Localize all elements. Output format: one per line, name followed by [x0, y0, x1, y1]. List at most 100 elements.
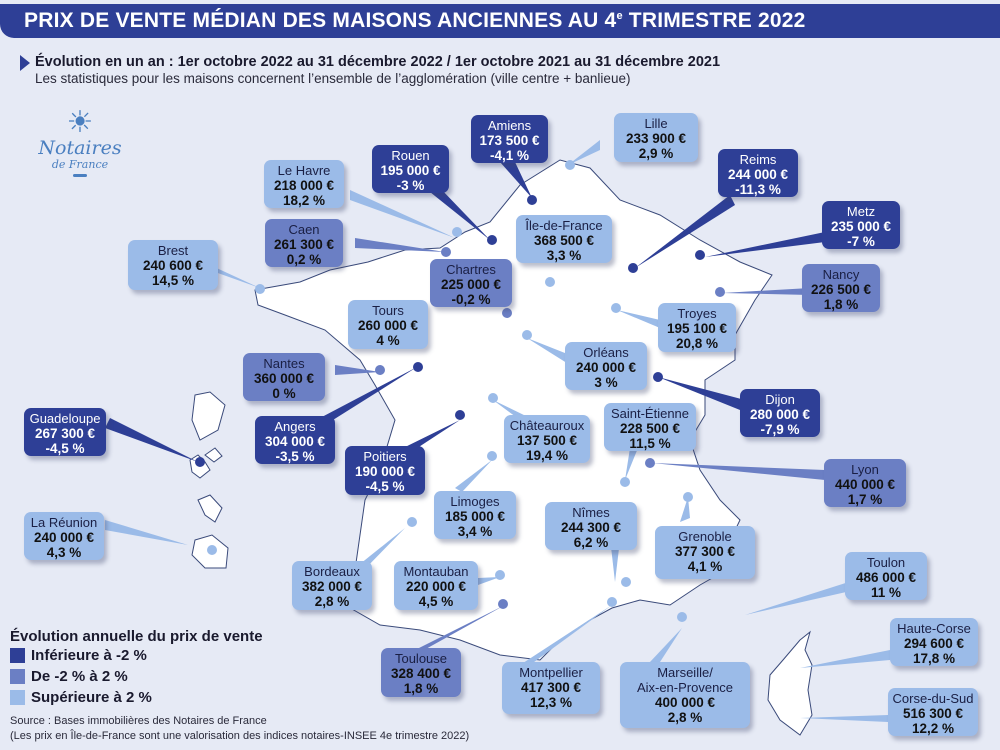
- city-name: Nîmes: [572, 505, 610, 520]
- city-change: 2,8 %: [667, 710, 703, 725]
- city-price: 228 500 €: [619, 421, 681, 436]
- callout-reims[interactable]: Reims 244 000 € -11,3 %: [718, 149, 798, 197]
- city-change: 4,5 %: [418, 594, 454, 609]
- callout-lyon[interactable]: Lyon 440 000 € 1,7 %: [824, 459, 906, 507]
- callout-amiens[interactable]: Amiens 173 500 € -4,1 %: [471, 115, 548, 163]
- callout-saint-etienne[interactable]: Saint-Étienne 228 500 € 11,5 %: [604, 403, 696, 451]
- callout-limoges[interactable]: Limoges 185 000 € 3,4 %: [434, 491, 516, 539]
- callout-pointers: [105, 140, 890, 722]
- city-price: 226 500 €: [810, 282, 872, 297]
- sun-logo-icon: ☀: [66, 105, 94, 140]
- callout-grenoble[interactable]: Grenoble 377 300 € 4,1 %: [655, 526, 755, 579]
- callout-marseille-aix[interactable]: Marseille/ Aix-en-Provence 400 000 € 2,8…: [620, 662, 750, 728]
- city-price: 304 000 €: [264, 434, 326, 449]
- callout-brest[interactable]: Brest 240 600 € 14,5 %: [128, 240, 218, 290]
- city-change: 12,3 %: [529, 695, 573, 710]
- city-price: 225 000 €: [440, 277, 502, 292]
- legend-swatch: [10, 669, 25, 684]
- city-name: Marseille/ Aix-en-Provence: [636, 665, 734, 695]
- callout-haute-corse[interactable]: Haute-Corse 294 600 € 17,8 %: [890, 618, 978, 666]
- callout-ile-de-france[interactable]: Île-de-France 368 500 € 3,3 %: [516, 215, 612, 263]
- city-change: 1,7 %: [847, 492, 883, 507]
- city-name: Châteauroux: [509, 418, 585, 433]
- city-dots: [195, 160, 725, 622]
- city-change: -7 %: [847, 234, 875, 249]
- callout-bordeaux[interactable]: Bordeaux 382 000 € 2,8 %: [292, 561, 372, 610]
- city-price: 240 000 €: [575, 360, 637, 375]
- city-change: 20,8 %: [675, 336, 719, 351]
- notaires-logo: ☀ Notaires de France: [30, 108, 130, 177]
- city-change: 3,3 %: [546, 248, 582, 263]
- city-change: -11,3 %: [735, 182, 781, 197]
- legend-item-minus-2-to-2: De -2 % à 2 %: [10, 666, 263, 687]
- callout-corse-du-sud[interactable]: Corse-du-Sud 516 300 € 12,2 %: [888, 688, 978, 736]
- city-name: Guadeloupe: [29, 411, 101, 426]
- city-change: 0,2 %: [286, 252, 322, 267]
- city-change: 12,2 %: [911, 721, 955, 736]
- city-price: 280 000 €: [749, 407, 811, 422]
- city-price: 261 300 €: [273, 237, 335, 252]
- city-price: 368 500 €: [533, 233, 595, 248]
- city-name: Chartres: [446, 262, 496, 277]
- callout-orleans[interactable]: Orléans 240 000 € 3 %: [565, 342, 647, 390]
- callout-chateauroux[interactable]: Châteauroux 137 500 € 19,4 %: [504, 415, 590, 463]
- city-change: 19,4 %: [525, 448, 569, 463]
- legend-label: De -2 % à 2 %: [31, 668, 128, 685]
- city-name: Troyes: [677, 306, 717, 321]
- city-change: 11 %: [870, 585, 902, 600]
- logo-name: Notaires: [38, 137, 122, 159]
- callout-le-havre[interactable]: Le Havre 218 000 € 18,2 %: [264, 160, 344, 208]
- callout-la-reunion[interactable]: La Réunion 240 000 € 4,3 %: [24, 512, 104, 560]
- city-name: Haute-Corse: [897, 621, 971, 636]
- subtitle-note: Les statistiques pour les maisons concer…: [35, 71, 631, 86]
- callout-metz[interactable]: Metz 235 000 € -7 %: [822, 201, 900, 249]
- city-price: 267 300 €: [34, 426, 96, 441]
- legend-item-below-minus-2: Inférieure à -2 %: [10, 645, 263, 666]
- callout-poitiers[interactable]: Poitiers 190 000 € -4,5 %: [345, 446, 425, 495]
- city-price: 382 000 €: [301, 579, 363, 594]
- callout-toulon[interactable]: Toulon 486 000 € 11 %: [845, 552, 927, 600]
- city-price: 195 100 €: [666, 321, 728, 336]
- callout-montpellier[interactable]: Montpellier 417 300 € 12,3 %: [502, 662, 600, 714]
- callout-caen[interactable]: Caen 261 300 € 0,2 %: [265, 219, 343, 267]
- city-price: 173 500 €: [479, 133, 540, 148]
- logo-bar: [73, 174, 87, 177]
- city-change: 2,9 %: [638, 146, 674, 161]
- mayotte-shape: [197, 494, 223, 523]
- callout-angers[interactable]: Angers 304 000 € -3,5 %: [255, 416, 335, 464]
- callout-lille[interactable]: Lille 233 900 € 2,9 %: [614, 113, 698, 162]
- callout-toulouse[interactable]: Toulouse 328 400 € 1,8 %: [381, 648, 461, 697]
- city-change: 0 %: [272, 386, 296, 401]
- city-name: Lille: [644, 116, 668, 131]
- callout-chartres[interactable]: Chartres 225 000 € -0,2 %: [430, 259, 512, 307]
- callout-troyes[interactable]: Troyes 195 100 € 20,8 %: [658, 303, 736, 352]
- city-price: 244 000 €: [727, 167, 789, 182]
- source-line: Source : Bases immobilières des Notaires…: [10, 715, 267, 727]
- city-change: -3,5 %: [275, 449, 315, 464]
- city-name: Dijon: [765, 392, 795, 407]
- guiana-shape: [191, 391, 226, 441]
- city-price: 516 300 €: [902, 706, 964, 721]
- callout-montauban[interactable]: Montauban 220 000 € 4,5 %: [394, 561, 478, 610]
- callout-tours[interactable]: Tours 260 000 € 4 %: [348, 300, 428, 349]
- callout-nantes[interactable]: Nantes 360 000 € 0 %: [243, 353, 325, 401]
- callout-dijon[interactable]: Dijon 280 000 € -7,9 %: [740, 389, 820, 437]
- city-price: 486 000 €: [855, 570, 917, 585]
- callout-nimes[interactable]: Nîmes 244 300 € 6,2 %: [545, 502, 637, 550]
- city-change: 4,1 %: [687, 559, 723, 574]
- city-change: 17,8 %: [912, 651, 956, 666]
- city-change: 14,5 %: [151, 273, 195, 288]
- callout-nancy[interactable]: Nancy 226 500 € 1,8 %: [802, 264, 880, 312]
- city-change: 3,4 %: [457, 524, 493, 539]
- city-price: 185 000 €: [444, 509, 506, 524]
- city-name: Caen: [288, 222, 320, 237]
- city-name: Metz: [846, 204, 876, 219]
- city-name: Île-de-France: [525, 218, 603, 233]
- city-change: 4,3 %: [46, 545, 82, 560]
- city-price: 240 600 €: [142, 258, 204, 273]
- callout-rouen[interactable]: Rouen 195 000 € -3 %: [372, 145, 449, 193]
- callout-guadeloupe[interactable]: Guadeloupe 267 300 € -4,5 %: [24, 408, 106, 456]
- subtitle-period: Évolution en un an : 1er octobre 2022 au…: [35, 54, 721, 70]
- city-name: Lyon: [851, 462, 879, 477]
